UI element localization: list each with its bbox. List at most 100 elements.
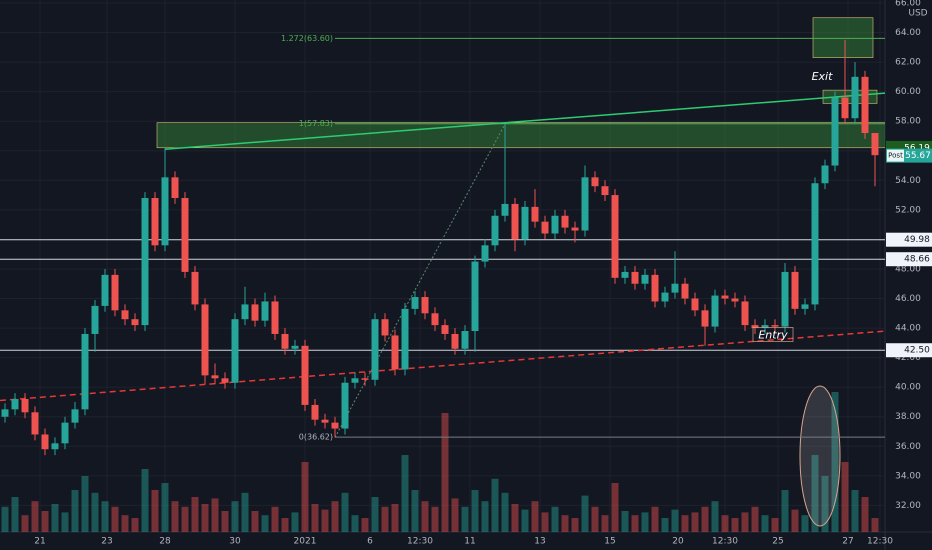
- candle-body: [161, 177, 169, 246]
- volume-bar: [391, 504, 399, 532]
- candles: [1, 39, 879, 456]
- volume-bar: [341, 492, 349, 532]
- volume-bar: [191, 497, 199, 532]
- x-tick-label: 12:30: [867, 537, 893, 547]
- volume-bar: [151, 490, 159, 532]
- volume-bar: [571, 518, 579, 532]
- candle-body: [751, 325, 759, 329]
- volume-bar: [641, 512, 649, 532]
- volume-bar: [421, 501, 429, 532]
- x-tick-label: 28: [159, 537, 171, 547]
- x-tick-label: 13: [534, 537, 545, 547]
- y-tick-label: 48.00: [895, 264, 921, 274]
- candle-body: [731, 298, 739, 302]
- candle-body: [11, 399, 19, 410]
- candle-body: [571, 227, 579, 231]
- candle-body: [431, 313, 439, 326]
- y-tick-label: 64.00: [895, 28, 921, 38]
- candle-body: [701, 310, 709, 327]
- x-tick-label: 2021: [294, 537, 317, 547]
- level-tag: [886, 343, 932, 358]
- volume-bar: [721, 515, 729, 532]
- volume-bar: [131, 518, 139, 532]
- volume-bar: [601, 515, 609, 532]
- x-tick-label: 30: [229, 537, 241, 547]
- volume-bar: [591, 506, 599, 532]
- volume-bar: [21, 515, 29, 532]
- candle-body: [741, 301, 749, 326]
- candle-body: [511, 203, 519, 240]
- candle-body: [801, 304, 809, 309]
- volume-bar: [521, 509, 529, 532]
- candle-body: [691, 298, 699, 311]
- volume-bar: [851, 490, 859, 532]
- candle-body: [831, 97, 839, 166]
- volume-bar: [631, 515, 639, 532]
- y-tick-label: 36.00: [895, 442, 921, 452]
- annotation: Entry: [758, 328, 788, 341]
- y-tick-label: 54.00: [895, 176, 921, 186]
- volume-bar: [761, 515, 769, 532]
- volume-bar: [401, 455, 409, 532]
- volume-bar: [51, 504, 59, 532]
- volume-bar: [141, 469, 149, 532]
- candle-body: [851, 76, 859, 119]
- volume-bar: [331, 501, 339, 532]
- candle-body: [641, 274, 649, 284]
- candle-body: [621, 271, 629, 278]
- volume-bar: [311, 504, 319, 532]
- volume-bar: [661, 518, 669, 532]
- volume-bar: [711, 501, 719, 532]
- candle-body: [441, 325, 449, 334]
- level-tag-label: 49.98: [904, 235, 930, 245]
- candle-body: [151, 198, 159, 246]
- zone: [156, 122, 885, 149]
- candle-body: [521, 206, 529, 240]
- candle-body: [81, 333, 89, 410]
- y-tick-label: 44.00: [895, 324, 921, 334]
- volume-bar: [361, 518, 369, 532]
- trend-line: [164, 92, 885, 151]
- candle-body: [461, 331, 469, 349]
- level-tag-label: 48.66: [904, 255, 930, 265]
- volume-bar: [291, 512, 299, 532]
- volume-bar: [771, 518, 779, 532]
- volume-bar: [181, 506, 189, 532]
- volume-bar: [241, 492, 249, 532]
- candle-body: [581, 177, 589, 231]
- volume-bar: [161, 483, 169, 532]
- candle-body: [341, 382, 349, 429]
- candle-body: [261, 301, 269, 321]
- volume-bar: [871, 518, 879, 532]
- candle-body: [771, 325, 779, 327]
- volume-bar: [551, 506, 559, 532]
- volume-bar: [271, 506, 279, 532]
- volume-bar: [751, 506, 759, 532]
- volume-bar: [831, 392, 839, 532]
- volume-bar: [231, 501, 239, 532]
- volume-bar: [301, 462, 309, 532]
- candle-body: [31, 412, 39, 435]
- volume-bar: [701, 506, 709, 532]
- candle-body: [351, 378, 359, 383]
- candle-body: [241, 304, 249, 320]
- candle-body: [591, 177, 599, 187]
- volume-bar: [731, 518, 739, 532]
- candle-body: [451, 333, 459, 349]
- candle-body: [291, 345, 299, 349]
- annotation: Exit: [812, 70, 834, 83]
- volume-bar: [821, 476, 829, 532]
- candle-body: [131, 319, 139, 326]
- annotation-box: [752, 327, 794, 342]
- volume-bar: [471, 490, 479, 532]
- fib-label: 1.272(63.60): [281, 34, 333, 43]
- volume-bar: [101, 501, 109, 532]
- volume-bar: [11, 497, 19, 532]
- candle-body: [871, 133, 879, 156]
- candle-body: [71, 409, 79, 423]
- x-tick-label: 25: [772, 537, 783, 547]
- volume-bar: [781, 490, 789, 532]
- volume-bar: [111, 506, 119, 532]
- volume-bar: [621, 511, 629, 532]
